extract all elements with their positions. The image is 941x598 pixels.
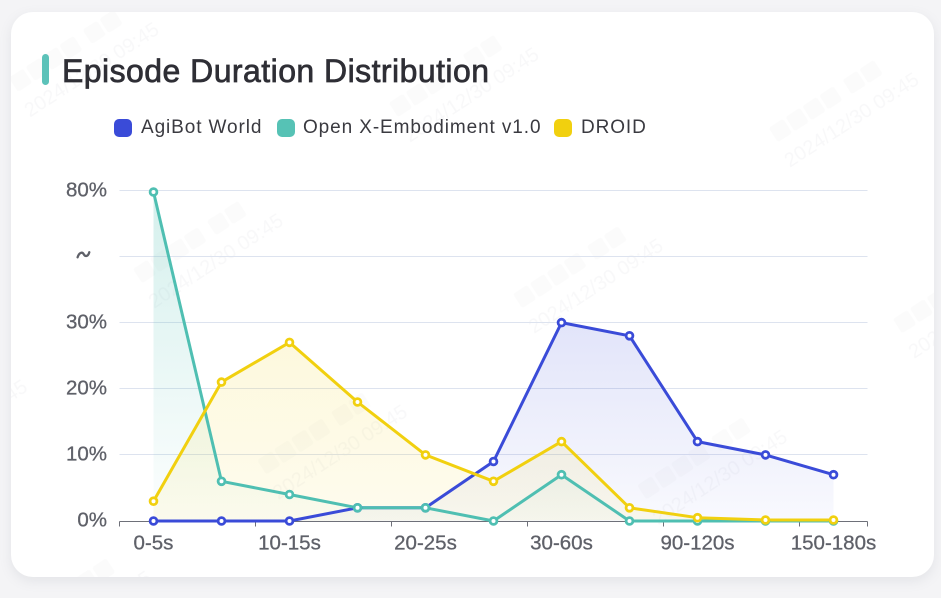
svg-text:30%: 30% <box>66 311 107 334</box>
svg-text:150-180s: 150-180s <box>791 532 876 555</box>
svg-text:0-5s: 0-5s <box>134 532 174 555</box>
svg-text:20%: 20% <box>66 377 107 400</box>
svg-text:30-60s: 30-60s <box>530 532 593 555</box>
svg-text:10%: 10% <box>66 443 107 466</box>
svg-text:80%: 80% <box>66 179 107 202</box>
svg-text:10-15s: 10-15s <box>258 532 321 555</box>
svg-text:0%: 0% <box>77 509 107 532</box>
svg-text:20-25s: 20-25s <box>394 532 457 555</box>
svg-text:90-120s: 90-120s <box>660 532 734 555</box>
